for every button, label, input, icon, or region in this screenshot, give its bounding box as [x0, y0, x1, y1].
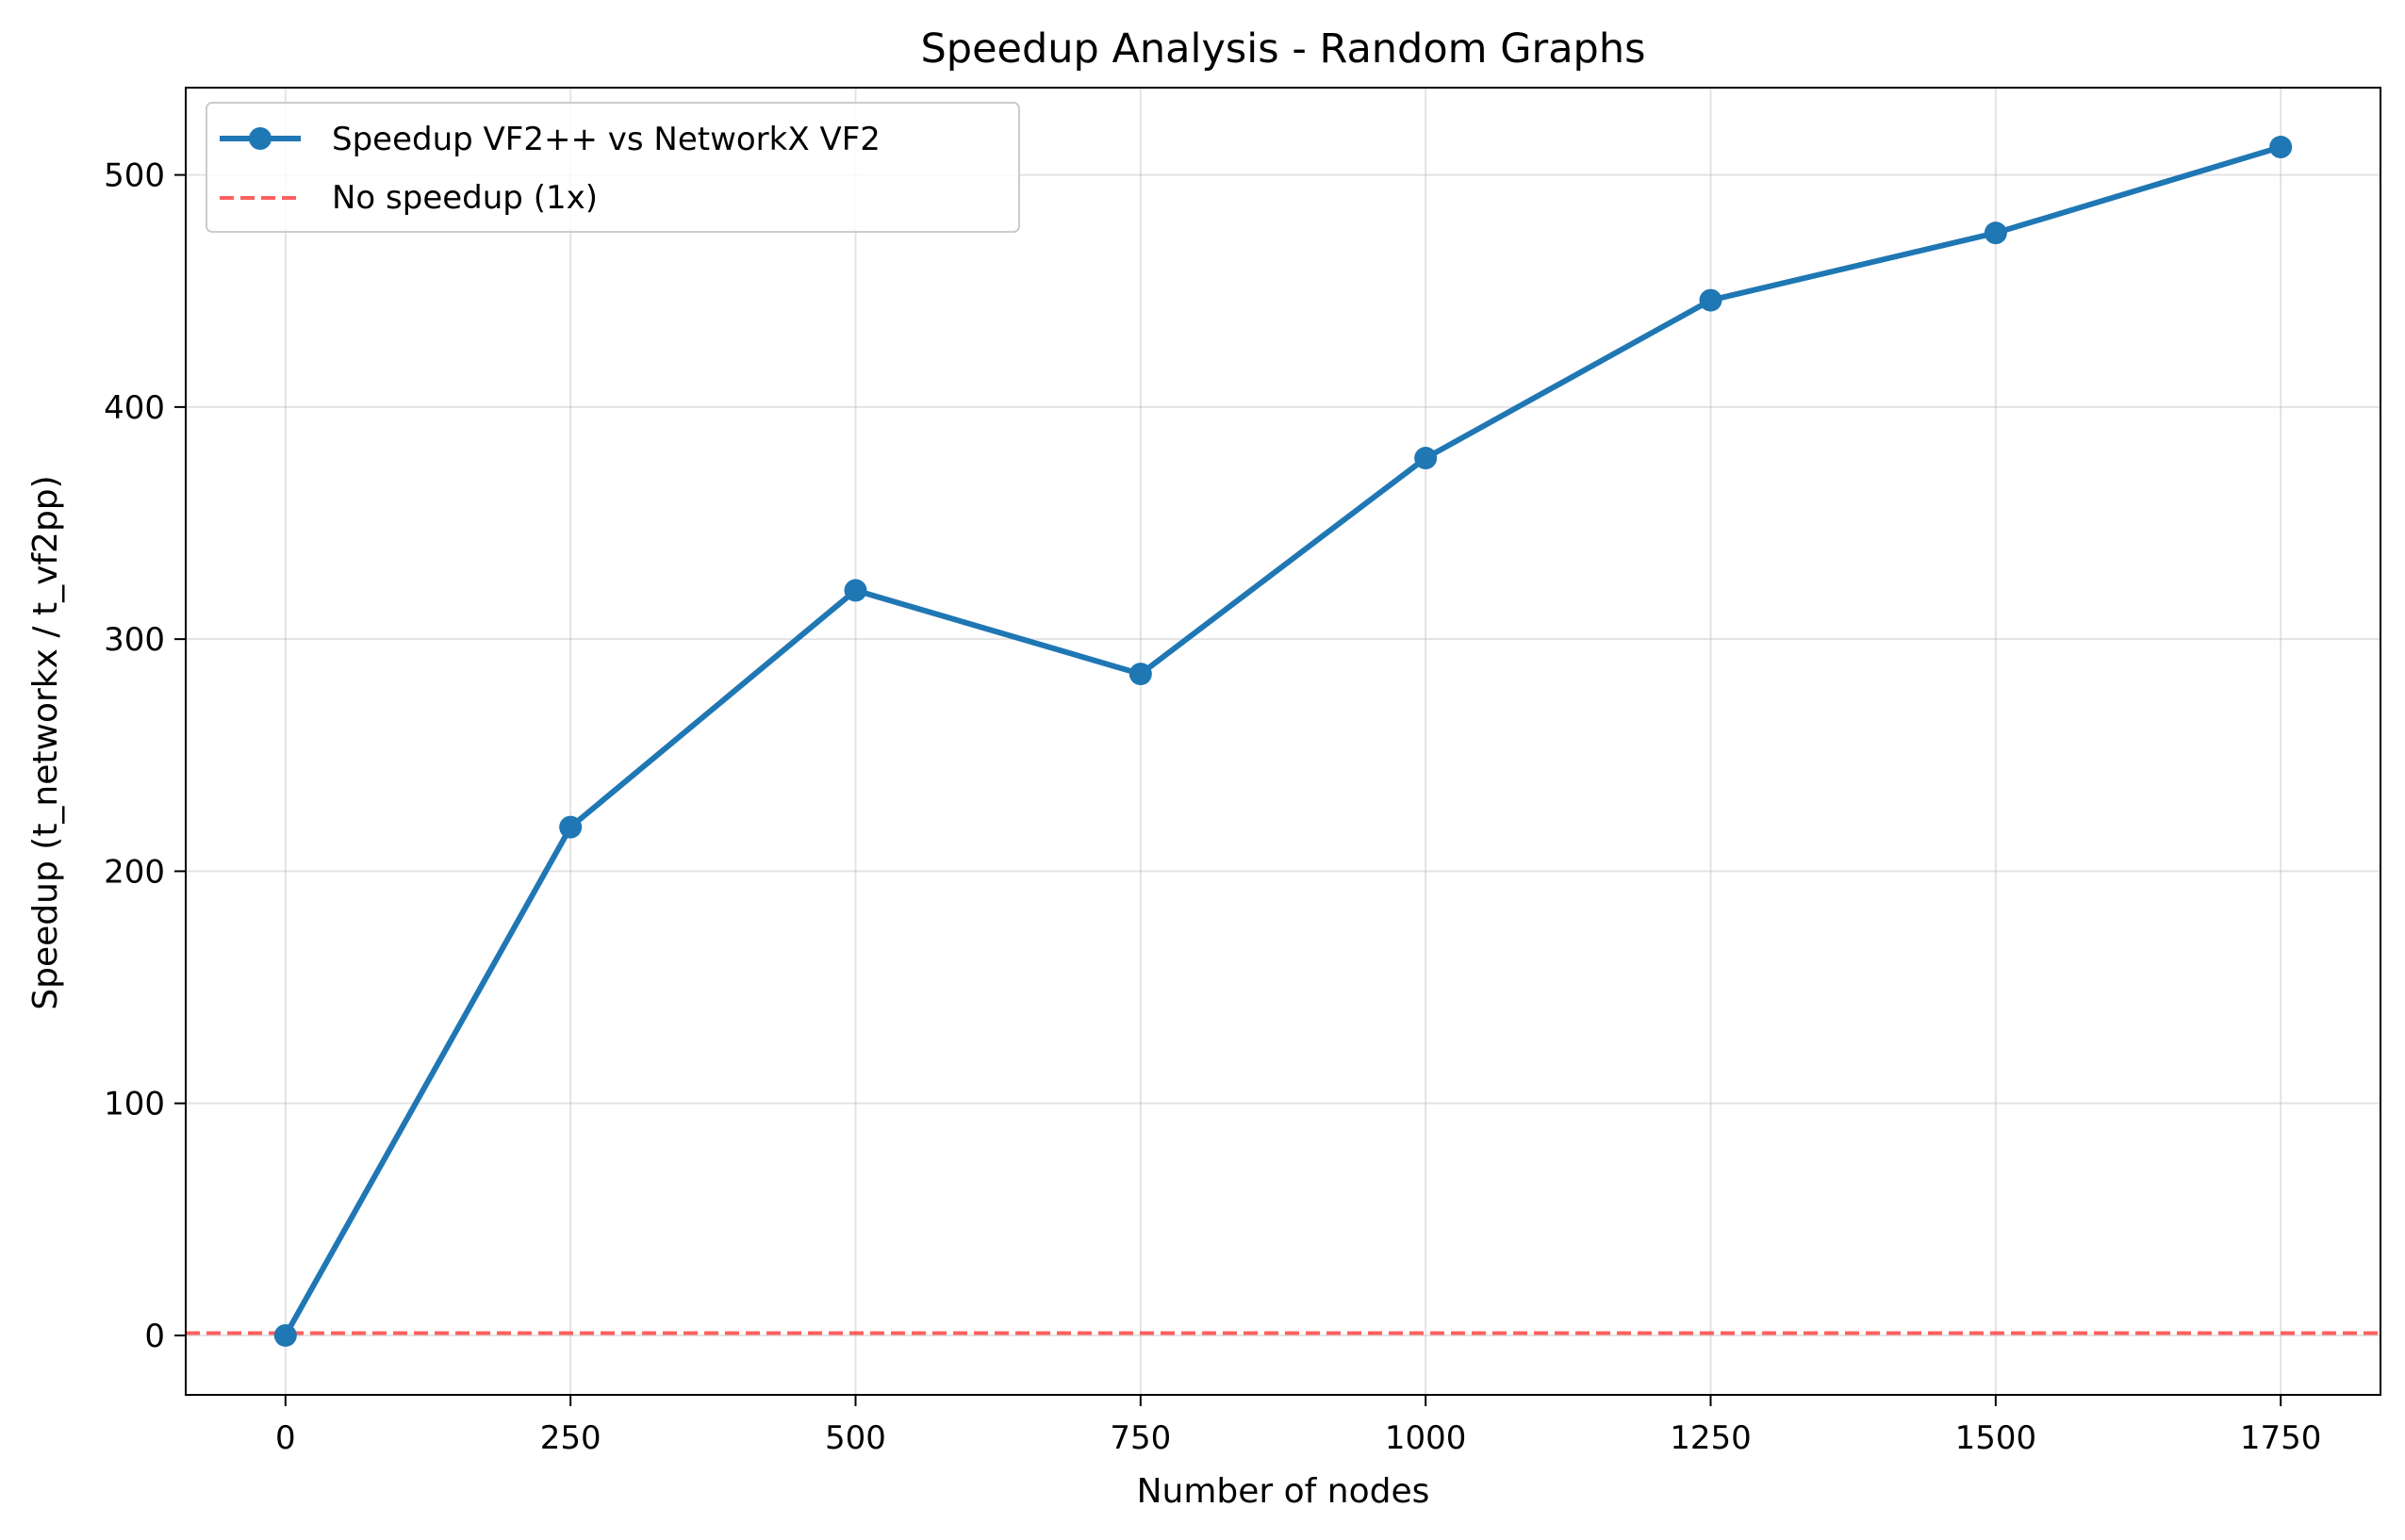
y-tick-label: 300: [104, 621, 165, 659]
x-axis-ticks: 0 250 500 750 1000 1250 1500 1750: [275, 1395, 2321, 1457]
x-tick-label: 250: [540, 1419, 601, 1457]
chart-title: Speedup Analysis - Random Graphs: [920, 25, 1645, 73]
y-tick-label: 200: [104, 853, 165, 891]
data-point: [1128, 663, 1152, 686]
legend-box: [206, 102, 1020, 233]
y-tick-label: 400: [104, 389, 165, 427]
data-point: [1699, 288, 1722, 312]
y-tick-label: 0: [144, 1318, 165, 1355]
x-tick-label: 0: [275, 1419, 296, 1457]
y-axis-ticks: 0 100 200 300 400 500: [104, 157, 186, 1355]
legend-series-marker: [249, 127, 272, 150]
x-tick-label: 1000: [1385, 1419, 1467, 1457]
x-tick-label: 1250: [1670, 1419, 1752, 1457]
data-point: [273, 1323, 297, 1347]
x-tick-label: 1500: [1955, 1419, 2037, 1457]
data-point: [1414, 447, 1438, 470]
data-point: [844, 579, 867, 602]
x-tick-label: 750: [1110, 1419, 1171, 1457]
x-tick-label: 1750: [2240, 1419, 2322, 1457]
data-point: [1984, 221, 2007, 245]
x-tick-label: 500: [825, 1419, 886, 1457]
legend: Speedup VF2++ vs NetworkX VF2 No speedup…: [206, 102, 1020, 233]
series-line: [282, 144, 2284, 1338]
y-axis-label: Speedup (t_networkx / t_vf2pp): [26, 475, 65, 1009]
y-tick-label: 500: [104, 157, 165, 195]
legend-series-label: Speedup VF2++ vs NetworkX VF2: [332, 121, 881, 158]
y-tick-label: 100: [104, 1086, 165, 1123]
plot-area-frame: [185, 87, 2381, 1396]
x-axis-label: Number of nodes: [1137, 1472, 1430, 1511]
grid: [186, 88, 2380, 1395]
legend-reference-label: No speedup (1x): [332, 179, 598, 217]
data-point: [2269, 136, 2293, 159]
series: [273, 136, 2293, 1347]
data-point: [559, 815, 583, 839]
